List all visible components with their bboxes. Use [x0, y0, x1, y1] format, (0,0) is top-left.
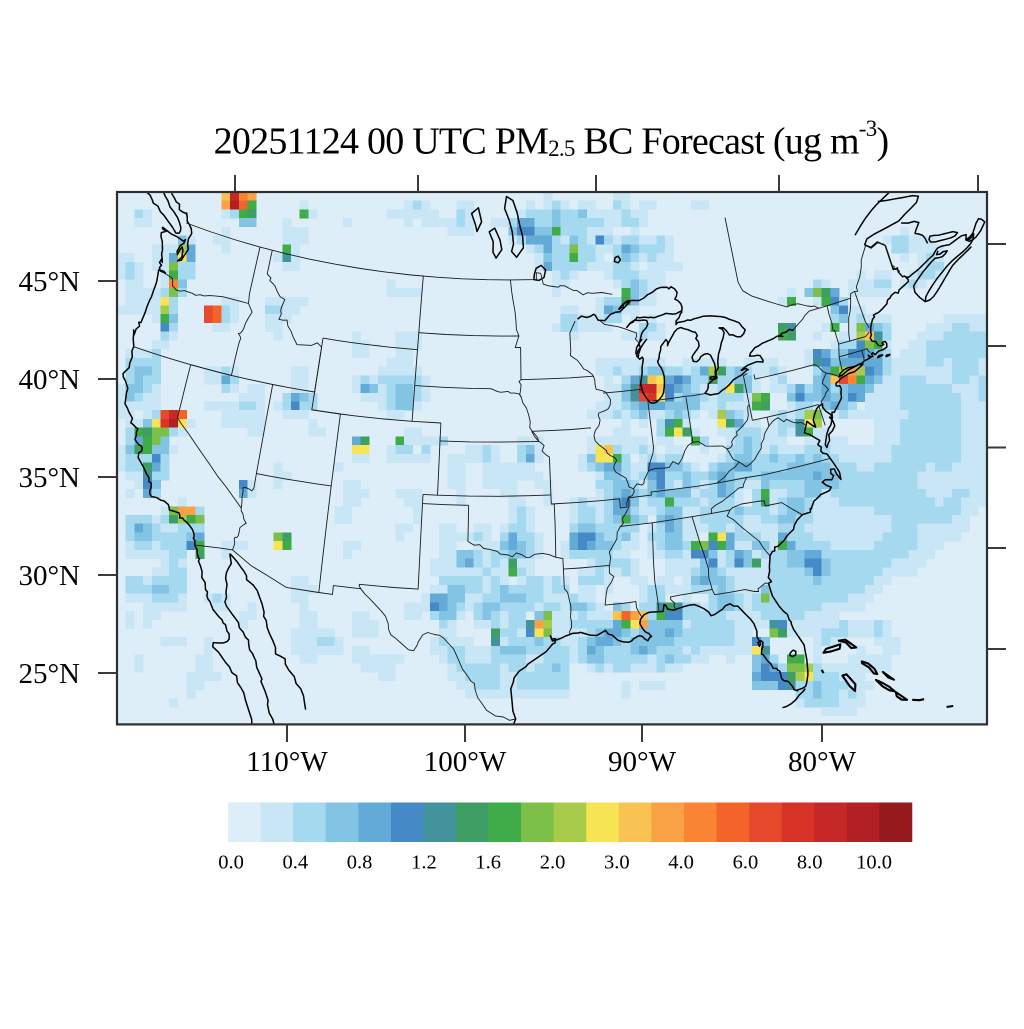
svg-text:110°W: 110°W [246, 746, 328, 778]
svg-text:1.6: 1.6 [475, 852, 501, 874]
svg-text:30°N: 30°N [18, 560, 80, 592]
svg-text:8.0: 8.0 [797, 852, 823, 874]
svg-text:2.0: 2.0 [540, 852, 566, 874]
svg-text:90°W: 90°W [608, 746, 677, 778]
svg-text:0.0: 0.0 [218, 852, 244, 874]
svg-text:40°N: 40°N [18, 364, 80, 396]
svg-text:0.8: 0.8 [347, 852, 373, 874]
svg-text:100°W: 100°W [424, 746, 507, 778]
svg-text:45°N: 45°N [18, 266, 80, 298]
svg-text:25°N: 25°N [18, 658, 80, 690]
svg-text:4.0: 4.0 [668, 852, 694, 874]
svg-text:1.2: 1.2 [411, 852, 437, 874]
svg-text:3.0: 3.0 [604, 852, 630, 874]
svg-text:6.0: 6.0 [733, 852, 759, 874]
svg-text:0.4: 0.4 [282, 852, 308, 874]
svg-text:35°N: 35°N [18, 462, 80, 494]
svg-text:80°W: 80°W [788, 746, 857, 778]
svg-text:10.0: 10.0 [856, 852, 892, 874]
